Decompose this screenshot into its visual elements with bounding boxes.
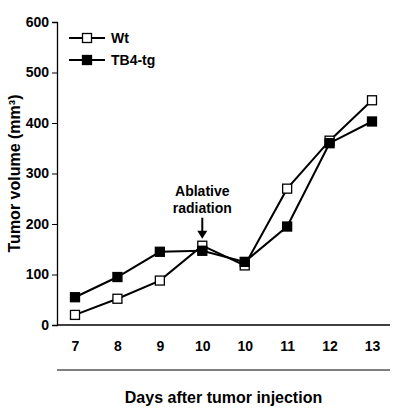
y-tick: 600 [26, 14, 57, 30]
y-tick: 300 [26, 165, 57, 181]
x-tick-label: 8 [114, 338, 122, 354]
x-tick: 10 [195, 338, 211, 354]
series-line [75, 100, 372, 315]
x-axis: 7 8 9 10 10 11 12 13 [57, 325, 390, 354]
y-tick: 400 [26, 115, 57, 131]
x-tick-label: 11 [280, 338, 295, 354]
y-tick-mark [52, 224, 57, 225]
annotation: Ablativeradiation [173, 183, 232, 216]
y-tick: 200 [26, 216, 57, 232]
marker [283, 222, 292, 231]
y-tick: 500 [26, 64, 57, 80]
marker [368, 117, 377, 126]
y-axis-title: Tumor volume (mm³) [6, 95, 23, 253]
legend: Wt TB4-tg [69, 30, 155, 68]
y-tick-label: 200 [26, 216, 50, 232]
x-axis-line [57, 324, 390, 325]
separator [57, 370, 390, 371]
legend-label: TB4-tg [111, 52, 155, 68]
marker [283, 184, 292, 193]
x-tick-label: 7 [72, 338, 80, 354]
chart: 0 100 200 300 400 500 600 7 8 9 10 10 11 12 13 Days aft… [0, 0, 411, 420]
y-tick: 0 [41, 317, 57, 333]
y-tick-label: 300 [26, 165, 50, 181]
marker [113, 273, 122, 282]
x-tick: 8 [114, 338, 122, 354]
y-tick-label: 600 [26, 14, 50, 30]
y-tick-mark [52, 275, 57, 276]
y-tick-label: 0 [41, 317, 49, 333]
data-area [71, 96, 377, 320]
y-tick-label: 400 [26, 115, 50, 131]
marker [368, 96, 377, 105]
y-tick-mark [52, 325, 57, 326]
x-tick: 7 [72, 338, 80, 354]
plot: 0 100 200 300 400 500 600 7 8 9 10 10 11 12 13 Days aft… [26, 14, 390, 406]
x-tick-label: 10 [237, 338, 253, 354]
y-axis-line [52, 23, 58, 326]
x-axis-title: Days after tumor injection [125, 389, 322, 406]
marker [325, 139, 334, 148]
marker [155, 276, 164, 285]
x-tick-label: 12 [322, 338, 338, 354]
marker [71, 293, 80, 302]
legend-label: Wt [111, 30, 129, 46]
series-line [75, 121, 372, 297]
y-axis: 0 100 200 300 400 500 600 [26, 14, 58, 333]
x-tick: 9 [156, 338, 164, 354]
x-tick: 12 [322, 338, 338, 354]
y-tick-mark [52, 22, 57, 23]
x-tick-label: 13 [365, 338, 381, 354]
y-tick-mark [52, 73, 57, 74]
y-tick-mark [52, 123, 57, 124]
y-tick-label: 500 [26, 64, 50, 80]
legend-marker [83, 56, 92, 65]
y-tick-label: 100 [26, 266, 50, 282]
marker [155, 247, 164, 256]
marker [113, 294, 122, 303]
marker [240, 257, 249, 266]
legend-item: Wt [69, 30, 129, 46]
legend-marker [83, 34, 92, 43]
y-tick: 100 [26, 266, 57, 282]
legend-item: TB4-tg [69, 52, 155, 68]
x-tick-label: 9 [156, 338, 164, 354]
x-tick: 13 [365, 338, 381, 354]
y-tick-mark [52, 174, 57, 175]
x-tick-label: 10 [195, 338, 211, 354]
x-tick: 11 [280, 338, 295, 354]
x-tick: 10 [237, 338, 253, 354]
annotation-arrow [201, 218, 203, 232]
annotation-arrowhead [197, 231, 207, 239]
marker [198, 246, 207, 255]
marker [71, 310, 80, 319]
